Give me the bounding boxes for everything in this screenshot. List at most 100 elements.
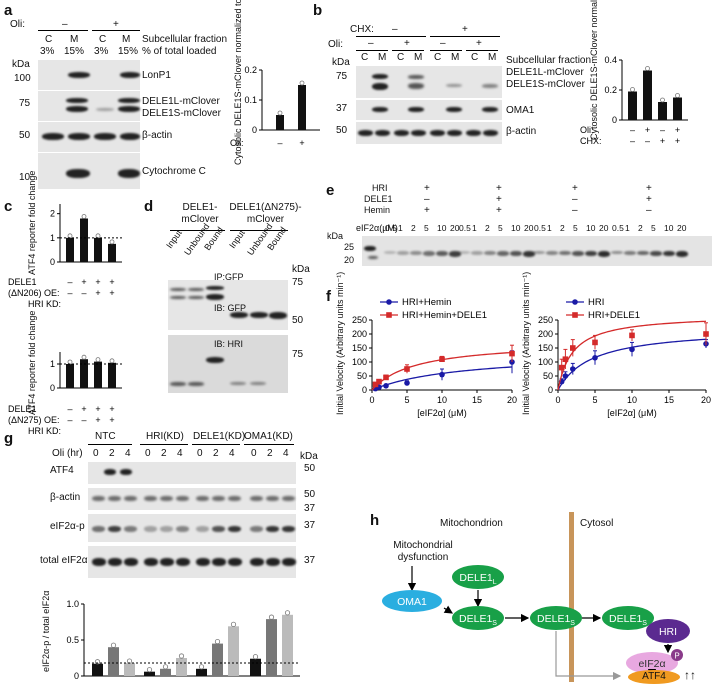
bar	[212, 643, 223, 676]
time-value: 0	[145, 448, 151, 459]
y-tick-label: 200	[538, 329, 553, 339]
bar	[144, 671, 155, 676]
band	[108, 496, 121, 501]
band	[144, 526, 157, 532]
conc-value: 10	[437, 223, 447, 233]
band-label: β-actin	[50, 492, 81, 503]
time-value: 2	[267, 448, 273, 459]
oli-label: Oli:	[328, 39, 343, 50]
row-label: HRI KD:	[28, 426, 61, 436]
marker: 75	[292, 349, 304, 360]
row-value: –	[646, 205, 652, 216]
blot-oma1	[356, 100, 502, 120]
band	[212, 526, 225, 532]
dele1s-node	[602, 606, 654, 630]
group-label: OMA1(KD)	[244, 431, 293, 442]
dele1s-node-label: DELE1S	[609, 613, 647, 627]
data-point	[299, 80, 305, 86]
bar	[658, 102, 667, 120]
chx-label: CHX:	[350, 24, 374, 35]
fit-curve	[557, 320, 707, 391]
data-point	[95, 357, 101, 363]
marker: 10	[19, 172, 31, 183]
data-point	[198, 664, 205, 670]
panel-letter: g	[4, 430, 14, 447]
bar	[108, 647, 119, 676]
data-point	[81, 214, 87, 219]
x-tick-label: 0	[369, 395, 374, 405]
band	[144, 496, 157, 501]
pct-label: 3%	[94, 46, 109, 57]
row-value: –	[67, 404, 72, 414]
bar	[80, 359, 88, 388]
band-label: β-actin	[142, 130, 173, 141]
pct-label: 15%	[64, 46, 85, 57]
row-value: +	[572, 183, 578, 194]
conc-value: 1	[625, 223, 630, 233]
row-value: –	[572, 205, 578, 216]
row-value: –	[67, 277, 72, 287]
legend-label: HRI+Hemin	[402, 297, 451, 308]
y-tick-label: 0.2	[604, 85, 617, 95]
oli-plus: +	[113, 19, 119, 30]
data-point	[630, 87, 635, 92]
y-tick-label: 100	[352, 357, 367, 367]
conc-value: 10	[586, 223, 596, 233]
row-value: –	[572, 194, 578, 205]
data-point	[592, 355, 598, 361]
legend-marker	[386, 312, 392, 318]
blot-actin	[38, 122, 140, 152]
group-label: DELE1(ΔN275)-mClover	[229, 202, 302, 225]
band	[196, 496, 209, 501]
conc-value: 20	[450, 223, 460, 233]
band	[410, 251, 422, 255]
conc-value: 2	[411, 223, 416, 233]
group-label: DELE1(KD)	[193, 431, 246, 442]
time-value: 4	[125, 448, 131, 459]
marker: 37	[336, 103, 348, 114]
band-label: LonP1	[142, 70, 171, 81]
conc-value: 20	[677, 223, 687, 233]
kda-label: kDa	[300, 451, 318, 462]
bar	[66, 237, 74, 262]
data-point	[214, 638, 221, 645]
band	[108, 526, 121, 532]
oli-label: Oli:	[10, 19, 25, 30]
band	[108, 558, 122, 566]
x-tick-label: 20	[701, 395, 711, 405]
bar	[94, 237, 102, 262]
band	[92, 526, 105, 532]
bar	[196, 668, 207, 676]
y-tick-label: 50	[357, 371, 367, 381]
marker: 37	[304, 503, 316, 514]
marker: 50	[336, 125, 348, 136]
blot-actin	[88, 488, 296, 510]
blot-eif2a-p	[88, 514, 296, 542]
conc-value: 5	[424, 223, 429, 233]
x-axis-label: [eIF2α] (μM)	[417, 408, 466, 418]
marker: 25	[344, 242, 355, 252]
bar	[298, 85, 306, 130]
time-value: 4	[229, 448, 235, 459]
bar	[92, 663, 103, 676]
time-value: 2	[109, 448, 115, 459]
data-point	[404, 366, 410, 372]
row-label: HRI	[372, 183, 388, 193]
time-value: 4	[283, 448, 289, 459]
blot-total-eif2a	[88, 546, 296, 578]
row-value: +	[424, 205, 430, 216]
data-point	[629, 346, 635, 353]
row-value: +	[496, 205, 502, 216]
lane-label: C	[99, 34, 107, 45]
chx-value: +	[462, 24, 468, 35]
band	[436, 251, 448, 256]
band	[384, 251, 396, 254]
row-value: –	[67, 415, 72, 425]
membrane	[569, 512, 574, 682]
lane-label: M	[70, 34, 79, 45]
pct-label: 15%	[118, 46, 139, 57]
band	[124, 558, 138, 566]
